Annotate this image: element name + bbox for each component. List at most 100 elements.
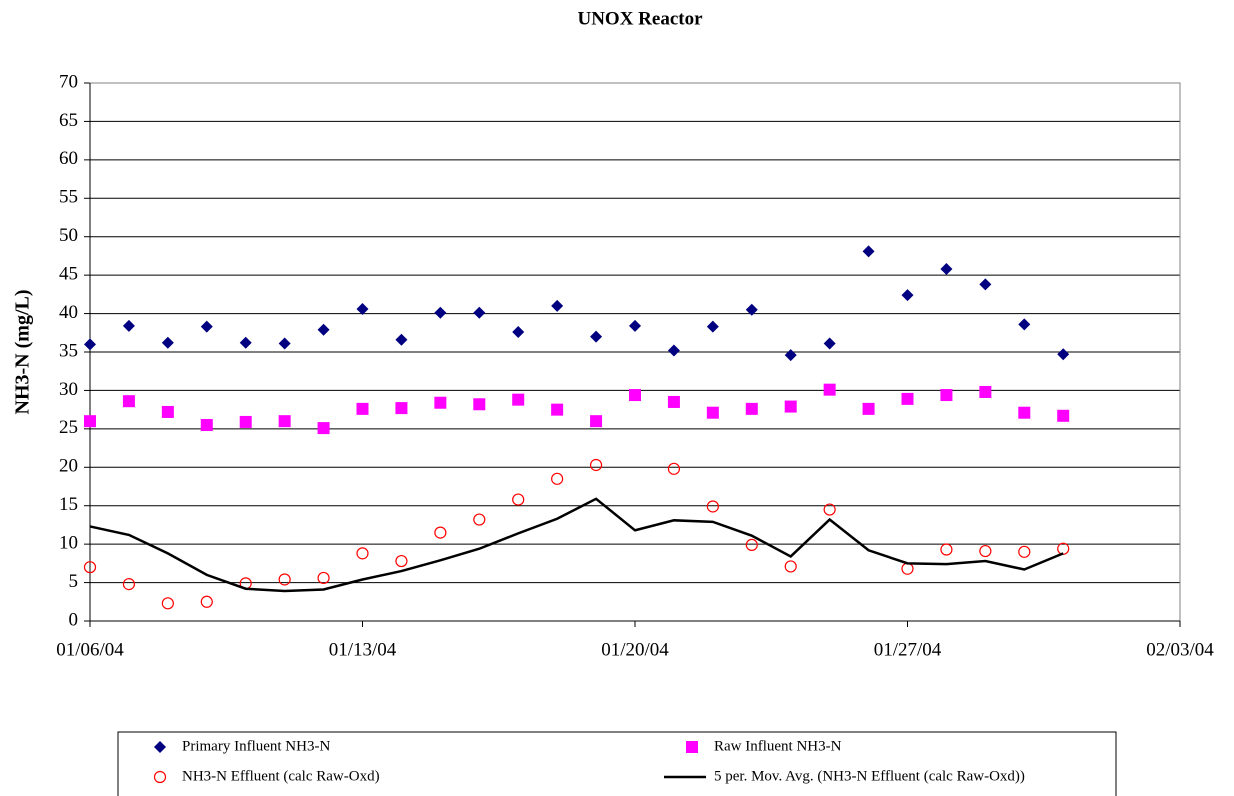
diamond-point: [590, 330, 603, 343]
square-point: [395, 402, 408, 415]
diamond-point: [317, 323, 330, 336]
square-point: [551, 403, 564, 416]
circle-point: [589, 458, 603, 472]
square-point: [473, 398, 486, 411]
circle-point: [667, 462, 681, 475]
square-point: [434, 396, 447, 409]
y-tick-label: 35: [59, 340, 78, 361]
diamond-point: [154, 741, 166, 753]
diamond-point: [278, 337, 291, 350]
diamond-point: [1018, 318, 1031, 331]
circle-point: [122, 578, 136, 591]
square-point: [979, 385, 992, 398]
legend-label: Primary Influent NH3-N: [182, 738, 330, 754]
circle-point: [153, 770, 167, 784]
legend-box: [117, 731, 1117, 796]
square-point: [745, 402, 758, 415]
y-tick-label: 55: [59, 187, 78, 208]
circle-point: [434, 526, 447, 539]
circle-point: [706, 500, 719, 513]
diamond-point: [706, 320, 719, 333]
square-point: [512, 393, 525, 406]
circle-point: [395, 554, 408, 568]
y-axis-label: NH3-N (mg/L): [12, 290, 34, 415]
square-point: [901, 392, 914, 405]
legend-label: Raw Influent NH3-N: [714, 738, 842, 754]
diamond-point: [434, 306, 447, 319]
diamond-point: [862, 245, 875, 258]
x-tick-label: 01/06/04: [56, 639, 124, 660]
square-point: [161, 405, 174, 418]
diamond-point: [239, 336, 252, 349]
y-tick-label: 65: [59, 110, 78, 131]
moving-average-line: [89, 497, 1064, 593]
circle-point: [473, 513, 486, 526]
diamond-point: [512, 326, 525, 339]
diamond-point: [395, 333, 408, 346]
circle-point: [551, 472, 564, 485]
x-tick-label: 01/20/04: [601, 639, 669, 660]
square-point: [317, 422, 330, 435]
circle-point: [317, 571, 330, 585]
diamond-point: [1057, 348, 1070, 361]
y-tick-label: 45: [59, 264, 78, 285]
square-point: [706, 406, 719, 419]
y-tick-label: 70: [59, 71, 78, 92]
circle-point: [200, 595, 213, 608]
circle-point: [512, 493, 525, 506]
diamond-point: [901, 289, 914, 302]
y-tick-label: 20: [59, 456, 78, 477]
diamond-point: [161, 336, 174, 349]
diamond-point: [823, 337, 836, 350]
y-tick-label: 30: [59, 379, 78, 400]
square-point: [590, 415, 603, 428]
circle-point: [161, 597, 174, 610]
square-point: [686, 741, 698, 753]
circle-point: [940, 543, 953, 556]
diamond-point: [551, 299, 564, 312]
square-point: [784, 400, 797, 413]
y-tick-label: 40: [59, 302, 78, 323]
y-tick-label: 50: [59, 225, 78, 246]
diamond-point: [784, 349, 797, 362]
diamond-point: [84, 338, 96, 351]
x-tick-label: 02/03/04: [1146, 639, 1214, 660]
circle-point: [823, 503, 836, 516]
square-point: [862, 402, 875, 415]
circle-point: [278, 573, 291, 586]
y-tick-label: 0: [69, 609, 79, 630]
y-tick-label: 60: [59, 148, 78, 169]
circle-point: [745, 538, 758, 552]
square-point: [200, 419, 213, 432]
diamond-point: [122, 319, 135, 332]
circle-point: [901, 562, 914, 575]
x-tick-label: 01/27/04: [874, 639, 942, 660]
square-point: [667, 395, 680, 408]
diamond-point: [979, 278, 992, 291]
diamond-point: [473, 306, 486, 319]
circle-point: [784, 560, 797, 573]
legend-label: NH3-N Effluent (calc Raw-Oxd): [182, 768, 380, 784]
diamond-point: [629, 319, 641, 332]
square-point: [629, 389, 641, 402]
legend-label: 5 per. Mov. Avg. (NH3-N Effluent (calc R…: [714, 768, 1025, 784]
diamond-point: [200, 320, 213, 333]
diamond-point: [356, 302, 369, 315]
square-point: [239, 415, 252, 428]
chart-title: UNOX Reactor: [577, 8, 703, 29]
diamond-point: [940, 262, 953, 275]
square-point: [278, 415, 291, 428]
square-point: [122, 395, 135, 408]
circle-point: [1057, 542, 1070, 555]
y-tick-label: 5: [69, 571, 79, 592]
diamond-point: [745, 303, 758, 316]
circle-point: [83, 561, 97, 574]
circle-point: [356, 547, 369, 560]
y-tick-label: 15: [59, 494, 78, 515]
y-tick-label: 25: [59, 417, 78, 438]
square-point: [1057, 409, 1070, 422]
circle-point: [1018, 545, 1031, 558]
diamond-point: [667, 344, 680, 357]
square-point: [940, 389, 953, 402]
